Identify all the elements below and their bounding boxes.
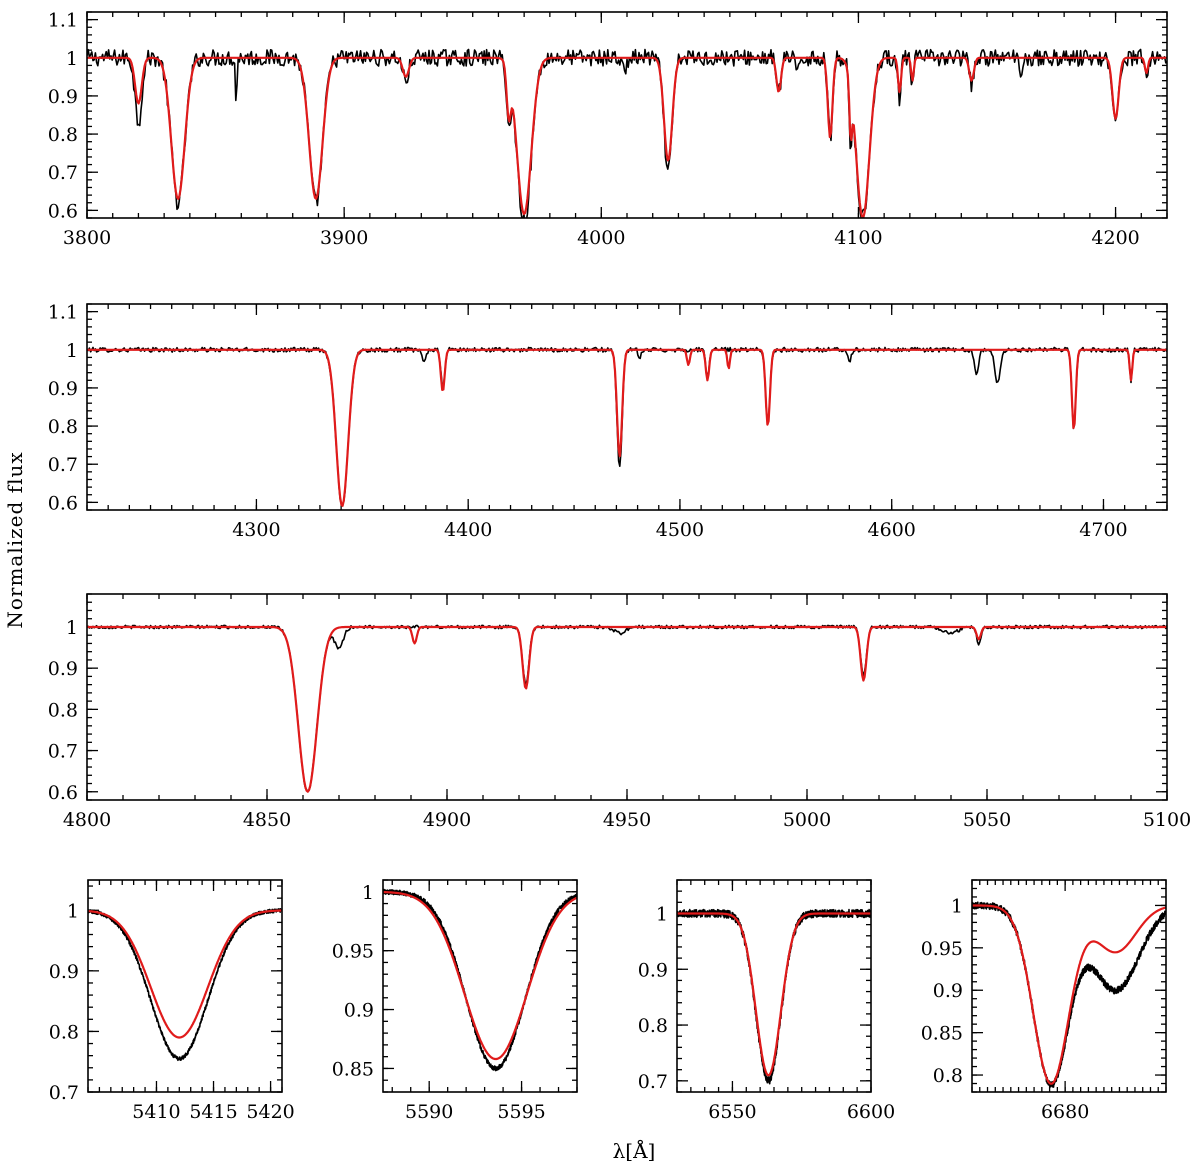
x-tick-label: 6680: [1041, 1101, 1089, 1123]
y-tick-label: 0.9: [49, 961, 79, 983]
x-tick-label: 6600: [847, 1101, 895, 1123]
plot-frame: [86, 593, 1168, 801]
y-tick-label: 0.8: [49, 1021, 79, 1043]
model-spectrum-line: [383, 891, 577, 1061]
y-tick-label: 0.8: [48, 699, 78, 721]
y-tick-label: 0.8: [48, 416, 78, 438]
y-tick-label: 0.8: [933, 1065, 963, 1087]
observed-spectrum-line: [87, 624, 1167, 792]
x-tick-label: 5595: [497, 1101, 545, 1123]
y-tick-label: 1: [362, 882, 374, 904]
observed-spectrum-line: [383, 888, 577, 1072]
y-tick-label: 0.7: [638, 1071, 668, 1093]
model-spectrum-line: [972, 904, 1166, 1085]
x-tick-label: 4200: [1091, 227, 1139, 249]
observed-spectrum-line: [972, 901, 1166, 1089]
y-tick-label: 1: [66, 617, 78, 639]
model-spectrum-line: [87, 56, 1167, 218]
spectrum-panel-1: 3800 3900 4000 4100 4200 0.6 0.7 0.8 0.9 1 1.1: [48, 10, 1168, 249]
y-tick-label: 0.6: [48, 200, 78, 222]
model-spectrum-line: [88, 909, 282, 1039]
y-tick-label: 1: [66, 48, 78, 70]
x-tick-label: 3900: [320, 227, 368, 249]
y-tick-label: 0.7: [48, 741, 78, 763]
y-tick-label: 1: [656, 903, 668, 925]
y-tick-label: 0.7: [49, 1082, 79, 1104]
x-tick-label: 5410: [132, 1101, 180, 1123]
plot-frame: [382, 879, 578, 1093]
plot-frame: [971, 879, 1167, 1093]
y-tick-label: 0.9: [48, 378, 78, 400]
y-tick-label: 0.85: [332, 1058, 374, 1080]
y-tick-label: 0.9: [48, 86, 78, 108]
x-tick-label: 5415: [189, 1101, 237, 1123]
y-tick-label: 1.1: [48, 302, 78, 324]
plot-frame: [86, 11, 1168, 219]
spectrum-panel-5: 5590 5595 0.85 0.9 0.95 1: [332, 879, 578, 1123]
x-tick-label: 4900: [423, 809, 471, 831]
y-tick-label: 0.95: [332, 941, 374, 963]
y-tick-label: 0.7: [48, 162, 78, 184]
plot-frame: [676, 879, 872, 1093]
x-tick-label: 5100: [1143, 809, 1191, 831]
x-axis-title: λ[Å]: [613, 1138, 656, 1163]
y-tick-label: 0.8: [48, 124, 78, 146]
y-axis-title: Normalized flux: [3, 451, 27, 628]
y-tick-label: 1: [66, 340, 78, 362]
x-tick-label: 4700: [1079, 519, 1127, 541]
spectrum-panel-6: 6550 6600 0.7 0.8 0.9 1: [638, 879, 895, 1123]
y-tick-label: 1: [67, 900, 79, 922]
y-tick-label: 0.95: [921, 938, 963, 960]
spectrum-panel-2: 4300 4400 4500 4600 4700 0.6 0.7 0.8 0.9 1 1.1: [48, 302, 1168, 541]
y-tick-label: 0.6: [48, 492, 78, 514]
observed-spectrum-line: [87, 346, 1167, 505]
model-spectrum-line: [87, 625, 1167, 793]
plot-frame: [87, 879, 283, 1093]
y-tick-label: 0.9: [638, 959, 668, 981]
y-tick-label: 0.9: [933, 980, 963, 1002]
x-tick-label: 4300: [232, 519, 280, 541]
y-tick-label: 1.1: [48, 10, 78, 32]
x-tick-label: 4800: [63, 809, 111, 831]
x-tick-label: 5420: [246, 1101, 294, 1123]
x-tick-label: 5050: [963, 809, 1011, 831]
x-tick-label: 5000: [783, 809, 831, 831]
x-tick-label: 4500: [656, 519, 704, 541]
x-tick-label: 6550: [708, 1101, 756, 1123]
x-tick-label: 4100: [834, 227, 882, 249]
x-tick-label: 3800: [63, 227, 111, 249]
model-spectrum-line: [87, 348, 1167, 507]
y-tick-label: 0.9: [344, 1000, 374, 1022]
spectrum-panel-3: 4800 4850 4900 4950 5000 5050 5100 0.6 0.7 0.8 0.9…: [48, 593, 1191, 831]
x-tick-label: 4400: [444, 519, 492, 541]
y-tick-label: 1: [951, 895, 963, 917]
model-spectrum-line: [677, 912, 871, 1077]
plot-frame: [86, 303, 1168, 511]
observed-spectrum-line: [87, 48, 1167, 218]
x-tick-label: 5590: [405, 1101, 453, 1123]
x-tick-label: 4950: [603, 809, 651, 831]
spectrum-panel-7: 6680 0.8 0.85 0.9 0.95 1: [921, 879, 1167, 1123]
x-tick-label: 4600: [868, 519, 916, 541]
y-tick-label: 0.85: [921, 1023, 963, 1045]
y-tick-label: 0.8: [638, 1015, 668, 1037]
observed-spectrum-line: [88, 908, 282, 1062]
x-tick-label: 4850: [243, 809, 291, 831]
y-tick-label: 0.7: [48, 454, 78, 476]
y-tick-label: 0.6: [48, 782, 78, 804]
spectrum-panel-4: 5410 5415 5420 0.7 0.8 0.9 1: [49, 879, 295, 1123]
y-tick-label: 0.9: [48, 658, 78, 680]
x-tick-label: 4000: [577, 227, 625, 249]
